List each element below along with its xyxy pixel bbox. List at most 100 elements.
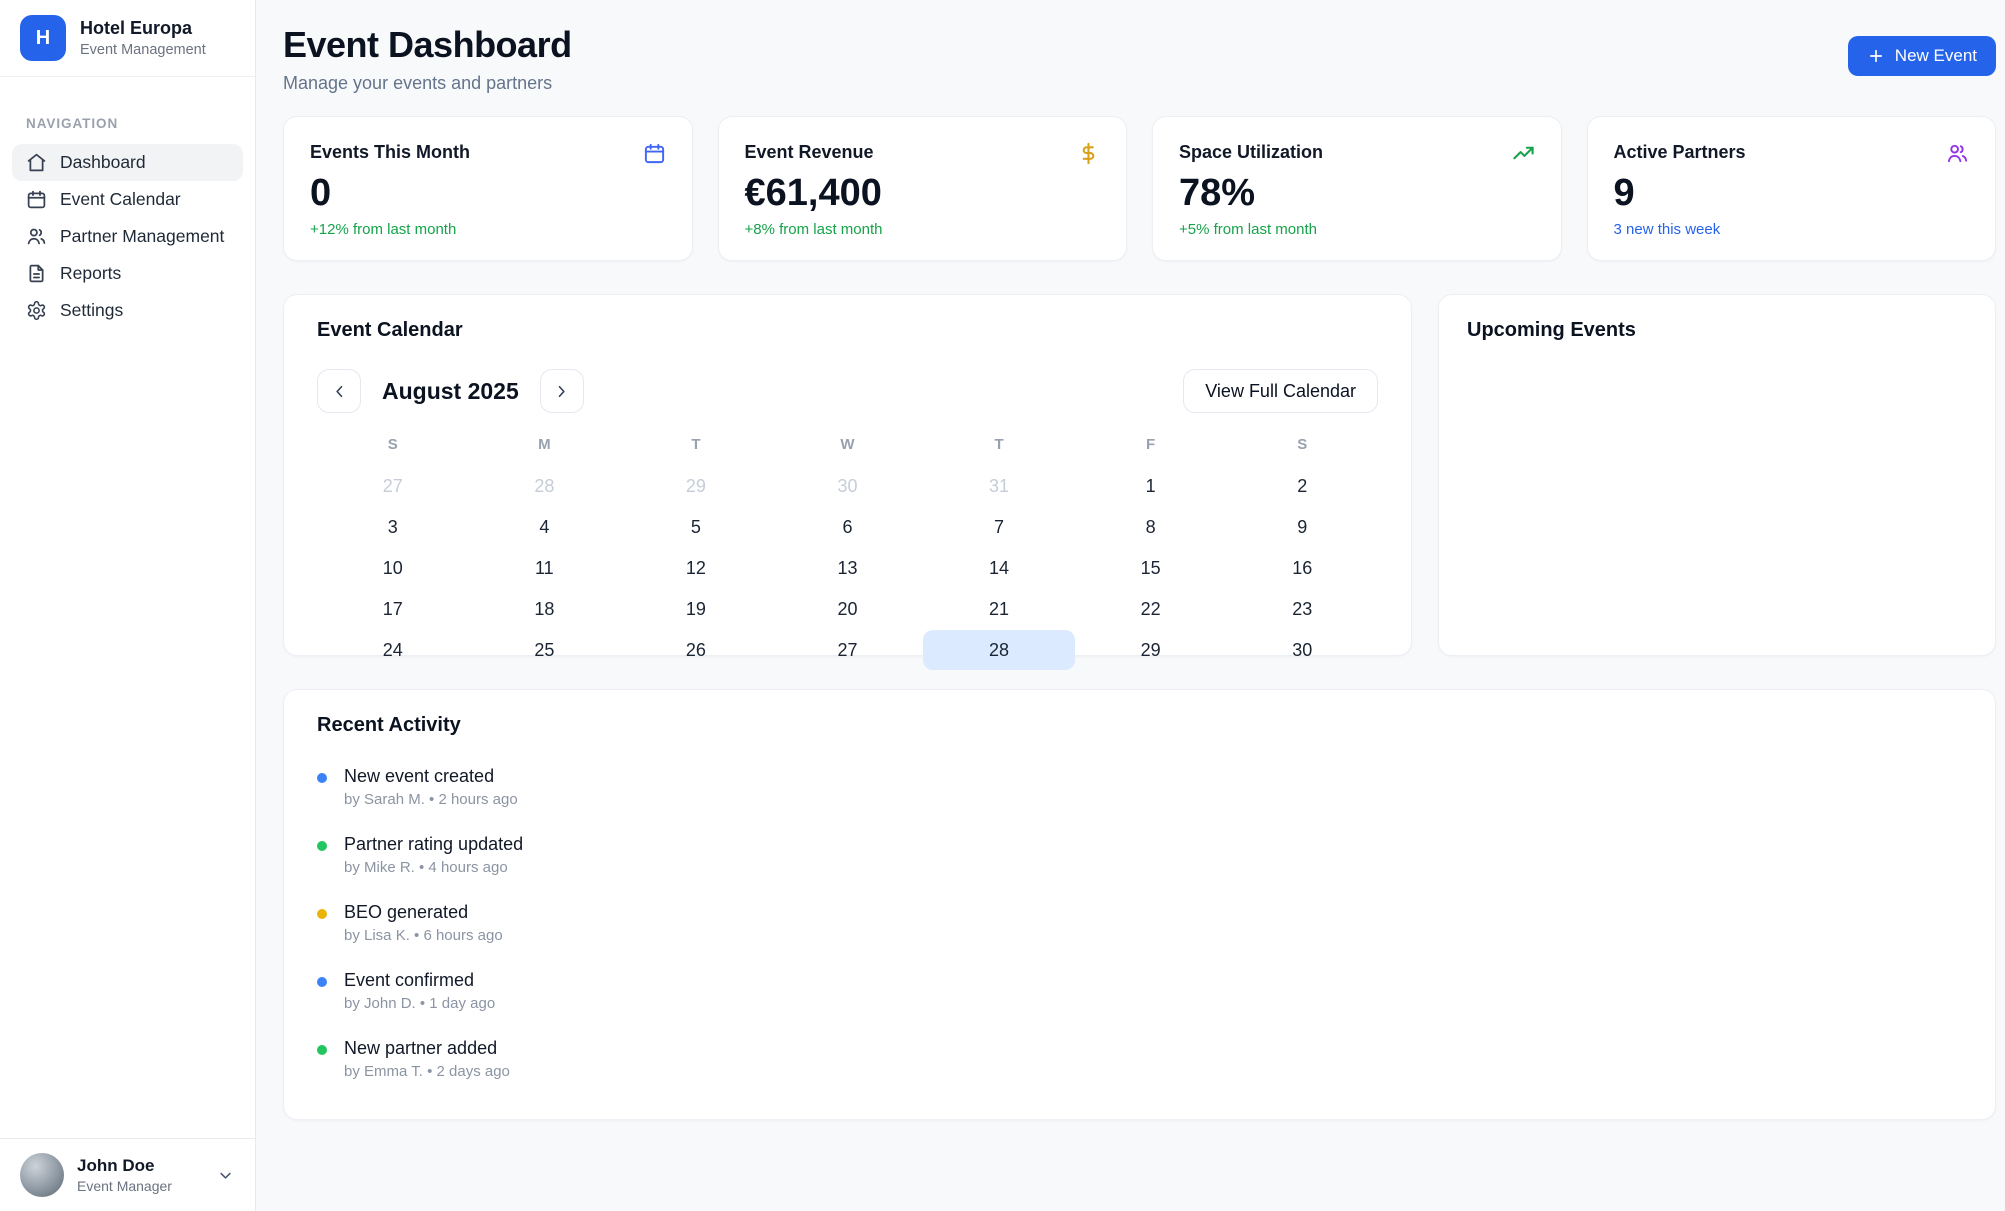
calendar-day[interactable]: 18	[534, 598, 555, 619]
home-icon	[26, 152, 47, 173]
event-calendar-card: Event Calendar August 2025 View Full Cal…	[283, 294, 1412, 670]
calendar-day[interactable]: 25	[534, 639, 555, 660]
user-text: John Doe Event Manager	[77, 1156, 172, 1194]
calendar-day[interactable]: 30	[837, 475, 858, 496]
calendar-day[interactable]: 13	[837, 557, 858, 578]
chevron-right-icon	[552, 382, 571, 401]
stat-change: +8% from last month	[744, 221, 883, 238]
activity-item: Partner rating updated by Mike R. • 4 ho…	[317, 821, 1962, 889]
page-subtitle: Manage your events and partners	[283, 73, 553, 93]
calendar-day[interactable]: 5	[690, 516, 701, 537]
stat-value: €61,400	[744, 172, 882, 214]
calendar-day[interactable]: 17	[382, 598, 403, 619]
upcoming-events-card: Upcoming Events	[1438, 294, 1996, 656]
sidebar-item-event-calendar[interactable]: Event Calendar	[12, 181, 243, 218]
activity-title: New event created	[344, 766, 495, 786]
activity-meta: by Mike R. • 4 hours ago	[344, 859, 508, 876]
sidebar-item-partner-management[interactable]: Partner Management	[12, 218, 243, 255]
activity-meta: by Sarah M. • 2 hours ago	[344, 791, 518, 808]
calendar-day[interactable]: 14	[989, 557, 1010, 578]
chevron-down-icon	[216, 1166, 235, 1185]
calendar-day[interactable]: 8	[1145, 516, 1156, 537]
chevron-left-icon	[330, 382, 349, 401]
page-title: Event Dashboard	[283, 24, 572, 65]
prev-month-button[interactable]	[317, 369, 361, 413]
calendar-day[interactable]: 30	[1292, 639, 1313, 660]
day-header: M	[538, 436, 551, 453]
next-month-button[interactable]	[539, 369, 584, 413]
avatar	[20, 1153, 64, 1197]
new-event-label: New Event	[1894, 46, 1977, 65]
activity-dot	[317, 841, 327, 851]
file-icon	[26, 263, 47, 284]
activity-item: BEO generated by Lisa K. • 6 hours ago	[317, 889, 1962, 957]
activity-meta: by John D. • 1 day ago	[344, 995, 496, 1012]
calendar-day-selected[interactable]: 28	[923, 630, 1075, 670]
calendar-grid: 27 28 29 30 31 1 2 3 4 5 6 7 8 9 10 11 12 13 14 15 16 17 18 19 2…	[317, 466, 1378, 670]
activity-dot	[317, 773, 327, 783]
activity-list: New event created by Sarah M. • 2 hours …	[317, 753, 1962, 1093]
view-full-calendar-button[interactable]: View Full Calendar	[1183, 369, 1378, 413]
calendar-day[interactable]: 2	[1297, 475, 1308, 496]
plus-icon	[1867, 47, 1885, 65]
sidebar-item-settings[interactable]: Settings	[12, 292, 243, 329]
sidebar-item-label: Partner Management	[60, 226, 225, 246]
calendar-day[interactable]: 15	[1140, 557, 1161, 578]
stat-title: Active Partners	[1613, 142, 1746, 162]
calendar-day[interactable]: 19	[685, 598, 706, 619]
recent-activity-card: Recent Activity New event created by Sar…	[283, 689, 1996, 1120]
calendar-day[interactable]: 27	[837, 639, 858, 660]
calendar-day[interactable]: 12	[685, 557, 706, 578]
activity-item: Event confirmed by John D. • 1 day ago	[317, 957, 1962, 1025]
calendar-day[interactable]: 31	[989, 475, 1010, 496]
brand-text: Hotel Europa Event Management	[80, 18, 206, 58]
calendar-day[interactable]: 27	[382, 475, 403, 496]
stat-value: 9	[1613, 172, 1635, 214]
stat-card: Events This Month 0 +12% from last month	[283, 116, 693, 261]
calendar-day[interactable]: 6	[842, 516, 853, 537]
day-header: T	[994, 436, 1004, 453]
calendar-day[interactable]: 20	[837, 598, 858, 619]
activity-title: BEO generated	[344, 902, 469, 922]
user-role: Event Manager	[77, 1178, 172, 1194]
stat-change: 3 new this week	[1613, 221, 1721, 238]
stat-card: Active Partners 9 3 new this week	[1586, 116, 1996, 261]
calendar-day[interactable]: 11	[535, 557, 554, 578]
activity-title: Event confirmed	[344, 970, 475, 990]
activity-meta: by Lisa K. • 6 hours ago	[344, 927, 503, 944]
users-icon	[26, 226, 47, 247]
activity-meta: by Emma T. • 2 days ago	[344, 1063, 510, 1080]
calendar-day[interactable]: 28	[534, 475, 555, 496]
day-header: F	[1146, 436, 1156, 453]
calendar-day[interactable]: 23	[1292, 598, 1313, 619]
sidebar-item-reports[interactable]: Reports	[12, 255, 243, 292]
calendar-day[interactable]: 24	[382, 639, 403, 660]
activity-dot	[317, 1045, 327, 1055]
sidebar-item-dashboard[interactable]: Dashboard	[12, 144, 243, 181]
calendar-day[interactable]: 10	[382, 557, 403, 578]
sidebar: H Hotel Europa Event Management NAVIGATI…	[0, 0, 256, 1211]
calendar-day[interactable]: 4	[539, 516, 550, 537]
stat-card: Event Revenue €61,400 +8% from last mont…	[717, 116, 1127, 261]
stat-change: +12% from last month	[310, 221, 457, 238]
calendar-day[interactable]: 29	[1140, 639, 1161, 660]
stats-row: Events This Month 0 +12% from last month…	[283, 116, 1996, 261]
main-content: Event Dashboard Manage your events and p…	[256, 0, 2005, 1211]
calendar-day[interactable]: 9	[1297, 516, 1308, 537]
brand-name: Hotel Europa	[80, 18, 193, 38]
calendar-day[interactable]: 21	[989, 598, 1010, 619]
new-event-button[interactable]: New Event	[1847, 36, 1996, 76]
calendar-day[interactable]: 26	[685, 639, 706, 660]
user-menu[interactable]: John Doe Event Manager	[0, 1138, 255, 1211]
calendar-day[interactable]: 22	[1140, 598, 1161, 619]
calendar-day[interactable]: 1	[1145, 475, 1156, 496]
calendar-day[interactable]: 29	[685, 475, 706, 496]
brand-initial: H	[35, 26, 51, 49]
calendar-day[interactable]: 3	[387, 516, 398, 537]
calendar-day[interactable]: 7	[994, 516, 1005, 537]
stat-value: 78%	[1179, 172, 1256, 214]
nav-section-label: NAVIGATION	[26, 116, 119, 131]
dollar-icon	[1077, 142, 1100, 165]
calendar-day[interactable]: 16	[1292, 557, 1313, 578]
